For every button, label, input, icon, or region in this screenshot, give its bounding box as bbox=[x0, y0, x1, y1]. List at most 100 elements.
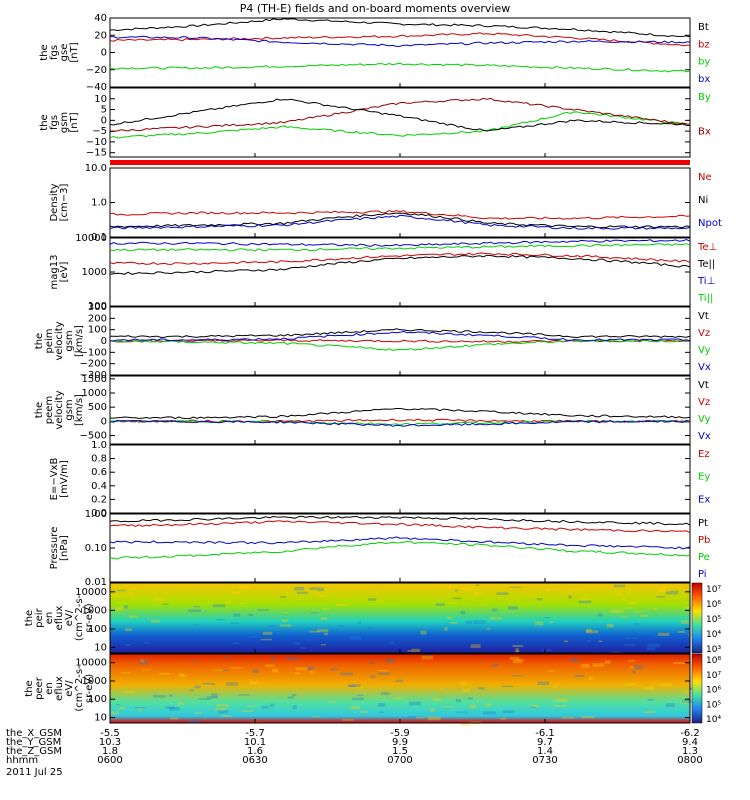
spectrogram-cell bbox=[168, 694, 173, 697]
colorbar bbox=[691, 582, 703, 654]
y-axis-label: fgs bbox=[49, 115, 60, 130]
spectrogram-cell bbox=[260, 638, 273, 641]
spectrogram-cell bbox=[677, 631, 685, 633]
spectrogram-cell bbox=[220, 715, 232, 717]
y-axis-label: the bbox=[24, 680, 35, 696]
legend-entry: Bx bbox=[698, 127, 711, 138]
spectrogram-cell bbox=[454, 589, 459, 592]
y-axis-label: eflux bbox=[54, 606, 65, 631]
spectrogram-cell bbox=[295, 667, 308, 671]
spectrogram-cell bbox=[386, 659, 395, 663]
spectrogram-cell bbox=[643, 686, 655, 690]
y-tick-label: 1500 bbox=[82, 374, 107, 385]
y-tick-label: 5 bbox=[101, 105, 107, 116]
spectrogram-cell bbox=[629, 666, 635, 669]
spectrogram-cell bbox=[592, 663, 605, 667]
spectrogram-cell bbox=[408, 716, 416, 718]
spectrogram-cell bbox=[320, 643, 327, 646]
y-tick-label: 100 bbox=[88, 301, 107, 312]
legend-entry: by bbox=[698, 57, 710, 68]
spectrogram-cell bbox=[432, 697, 441, 701]
spectrogram-cell bbox=[684, 690, 691, 694]
spectrogram-cell bbox=[615, 592, 623, 596]
legend-entry: Vx bbox=[698, 362, 711, 373]
panel-frame bbox=[109, 375, 691, 445]
y-tick-label: 10000 bbox=[75, 587, 107, 598]
spectrogram-cell bbox=[165, 706, 175, 709]
y-axis-label: sr-eV) bbox=[84, 603, 95, 632]
spectrogram-cell bbox=[159, 672, 170, 675]
spectrogram-cell bbox=[370, 661, 374, 665]
spectrogram-cell bbox=[644, 711, 656, 714]
spectrogram-cell bbox=[650, 634, 660, 636]
y-tick-label: 0 bbox=[101, 48, 107, 59]
spectrogram-cell bbox=[317, 629, 329, 633]
y-axis-label: velocity bbox=[54, 321, 65, 360]
spectrogram-cell bbox=[530, 704, 539, 708]
spectrogram-cell bbox=[467, 697, 474, 700]
spectrogram-cell bbox=[238, 694, 250, 696]
spectrogram-cell bbox=[294, 586, 305, 591]
y-axis-label: [cm−3] bbox=[59, 184, 70, 222]
spectrogram-cell bbox=[268, 624, 276, 628]
spectrogram-cell bbox=[291, 694, 297, 697]
spectrogram-cell bbox=[374, 601, 385, 603]
spectrogram-cell bbox=[604, 660, 611, 664]
spectrogram-cell bbox=[280, 624, 292, 627]
spectrogram-cell bbox=[477, 604, 489, 606]
legend-entry: Pt bbox=[698, 518, 708, 529]
y-axis-label: (cm^2-s- bbox=[74, 665, 85, 712]
spectrogram-cell bbox=[547, 588, 559, 591]
spectrogram-cell bbox=[188, 609, 202, 613]
colorbar-tick-label: 10⁴ bbox=[706, 715, 721, 725]
spectrogram-cell bbox=[665, 590, 679, 595]
spectrogram-cell bbox=[132, 587, 137, 590]
spectrogram-cell bbox=[309, 630, 320, 633]
spectrogram-cell bbox=[111, 594, 123, 597]
legend-entry: Vy bbox=[698, 345, 711, 356]
x-axis-row-label: the_Z_GSM bbox=[6, 746, 62, 757]
y-axis-label: [mV/m] bbox=[59, 460, 70, 498]
spectrogram-cell bbox=[647, 698, 654, 701]
spectrogram-cell bbox=[585, 630, 599, 634]
spectrogram-cell bbox=[421, 655, 433, 660]
spectrogram-cell bbox=[514, 650, 520, 653]
spectrogram-cell bbox=[622, 607, 633, 609]
spectrogram-cell bbox=[530, 706, 536, 709]
spectrogram-cell bbox=[212, 604, 226, 608]
spectrogram-cell bbox=[628, 600, 637, 605]
spectrogram-cell bbox=[283, 611, 288, 614]
x-axis-value: 0800 bbox=[677, 755, 702, 766]
spectrogram-cell bbox=[337, 625, 346, 628]
panel-peir_spectrogram: 10⁷ 10⁶ 10⁵ 10⁴ 10³ 10000 1000 100 10 the peir en ef… bbox=[24, 582, 721, 657]
spectrogram-cell bbox=[473, 620, 486, 624]
spectrogram-cell bbox=[507, 606, 518, 610]
y-tick-label: 100 bbox=[88, 624, 107, 635]
spectrogram-cell bbox=[348, 684, 361, 688]
spectrogram-cell bbox=[115, 607, 122, 611]
spectrogram-cell bbox=[115, 607, 125, 610]
spectrogram-cell bbox=[248, 613, 254, 617]
y-axis-label: the bbox=[34, 402, 45, 418]
spectrogram-cell bbox=[501, 685, 514, 687]
legend-entry: Vz bbox=[698, 328, 710, 339]
panel-peer_spectrogram: 10⁸ 10⁷ 10⁶ 10⁵ 10⁴ 10000 1000 100 10 the peer en ef… bbox=[24, 653, 721, 726]
spectrogram-cell bbox=[249, 681, 259, 685]
spectrogram-cell bbox=[329, 668, 338, 671]
y-axis-label: [km/s] bbox=[74, 325, 85, 357]
spectrogram-cell bbox=[537, 681, 550, 686]
spectrogram-cell bbox=[261, 705, 269, 709]
spectrogram-cell bbox=[588, 676, 594, 680]
legend-entry: By bbox=[698, 92, 711, 103]
x-axis-value: 1.3 bbox=[682, 746, 698, 757]
y-axis-label: peir bbox=[34, 607, 45, 627]
spectrogram-cell bbox=[144, 642, 149, 644]
spectrogram-cell bbox=[134, 707, 147, 709]
spectrogram-cell bbox=[233, 613, 241, 617]
series-line bbox=[109, 328, 691, 339]
panel-frame bbox=[109, 444, 691, 514]
spectrogram-cell bbox=[542, 649, 553, 651]
spectrogram-cell bbox=[395, 679, 404, 683]
x-axis-value: -5.9 bbox=[390, 728, 410, 739]
